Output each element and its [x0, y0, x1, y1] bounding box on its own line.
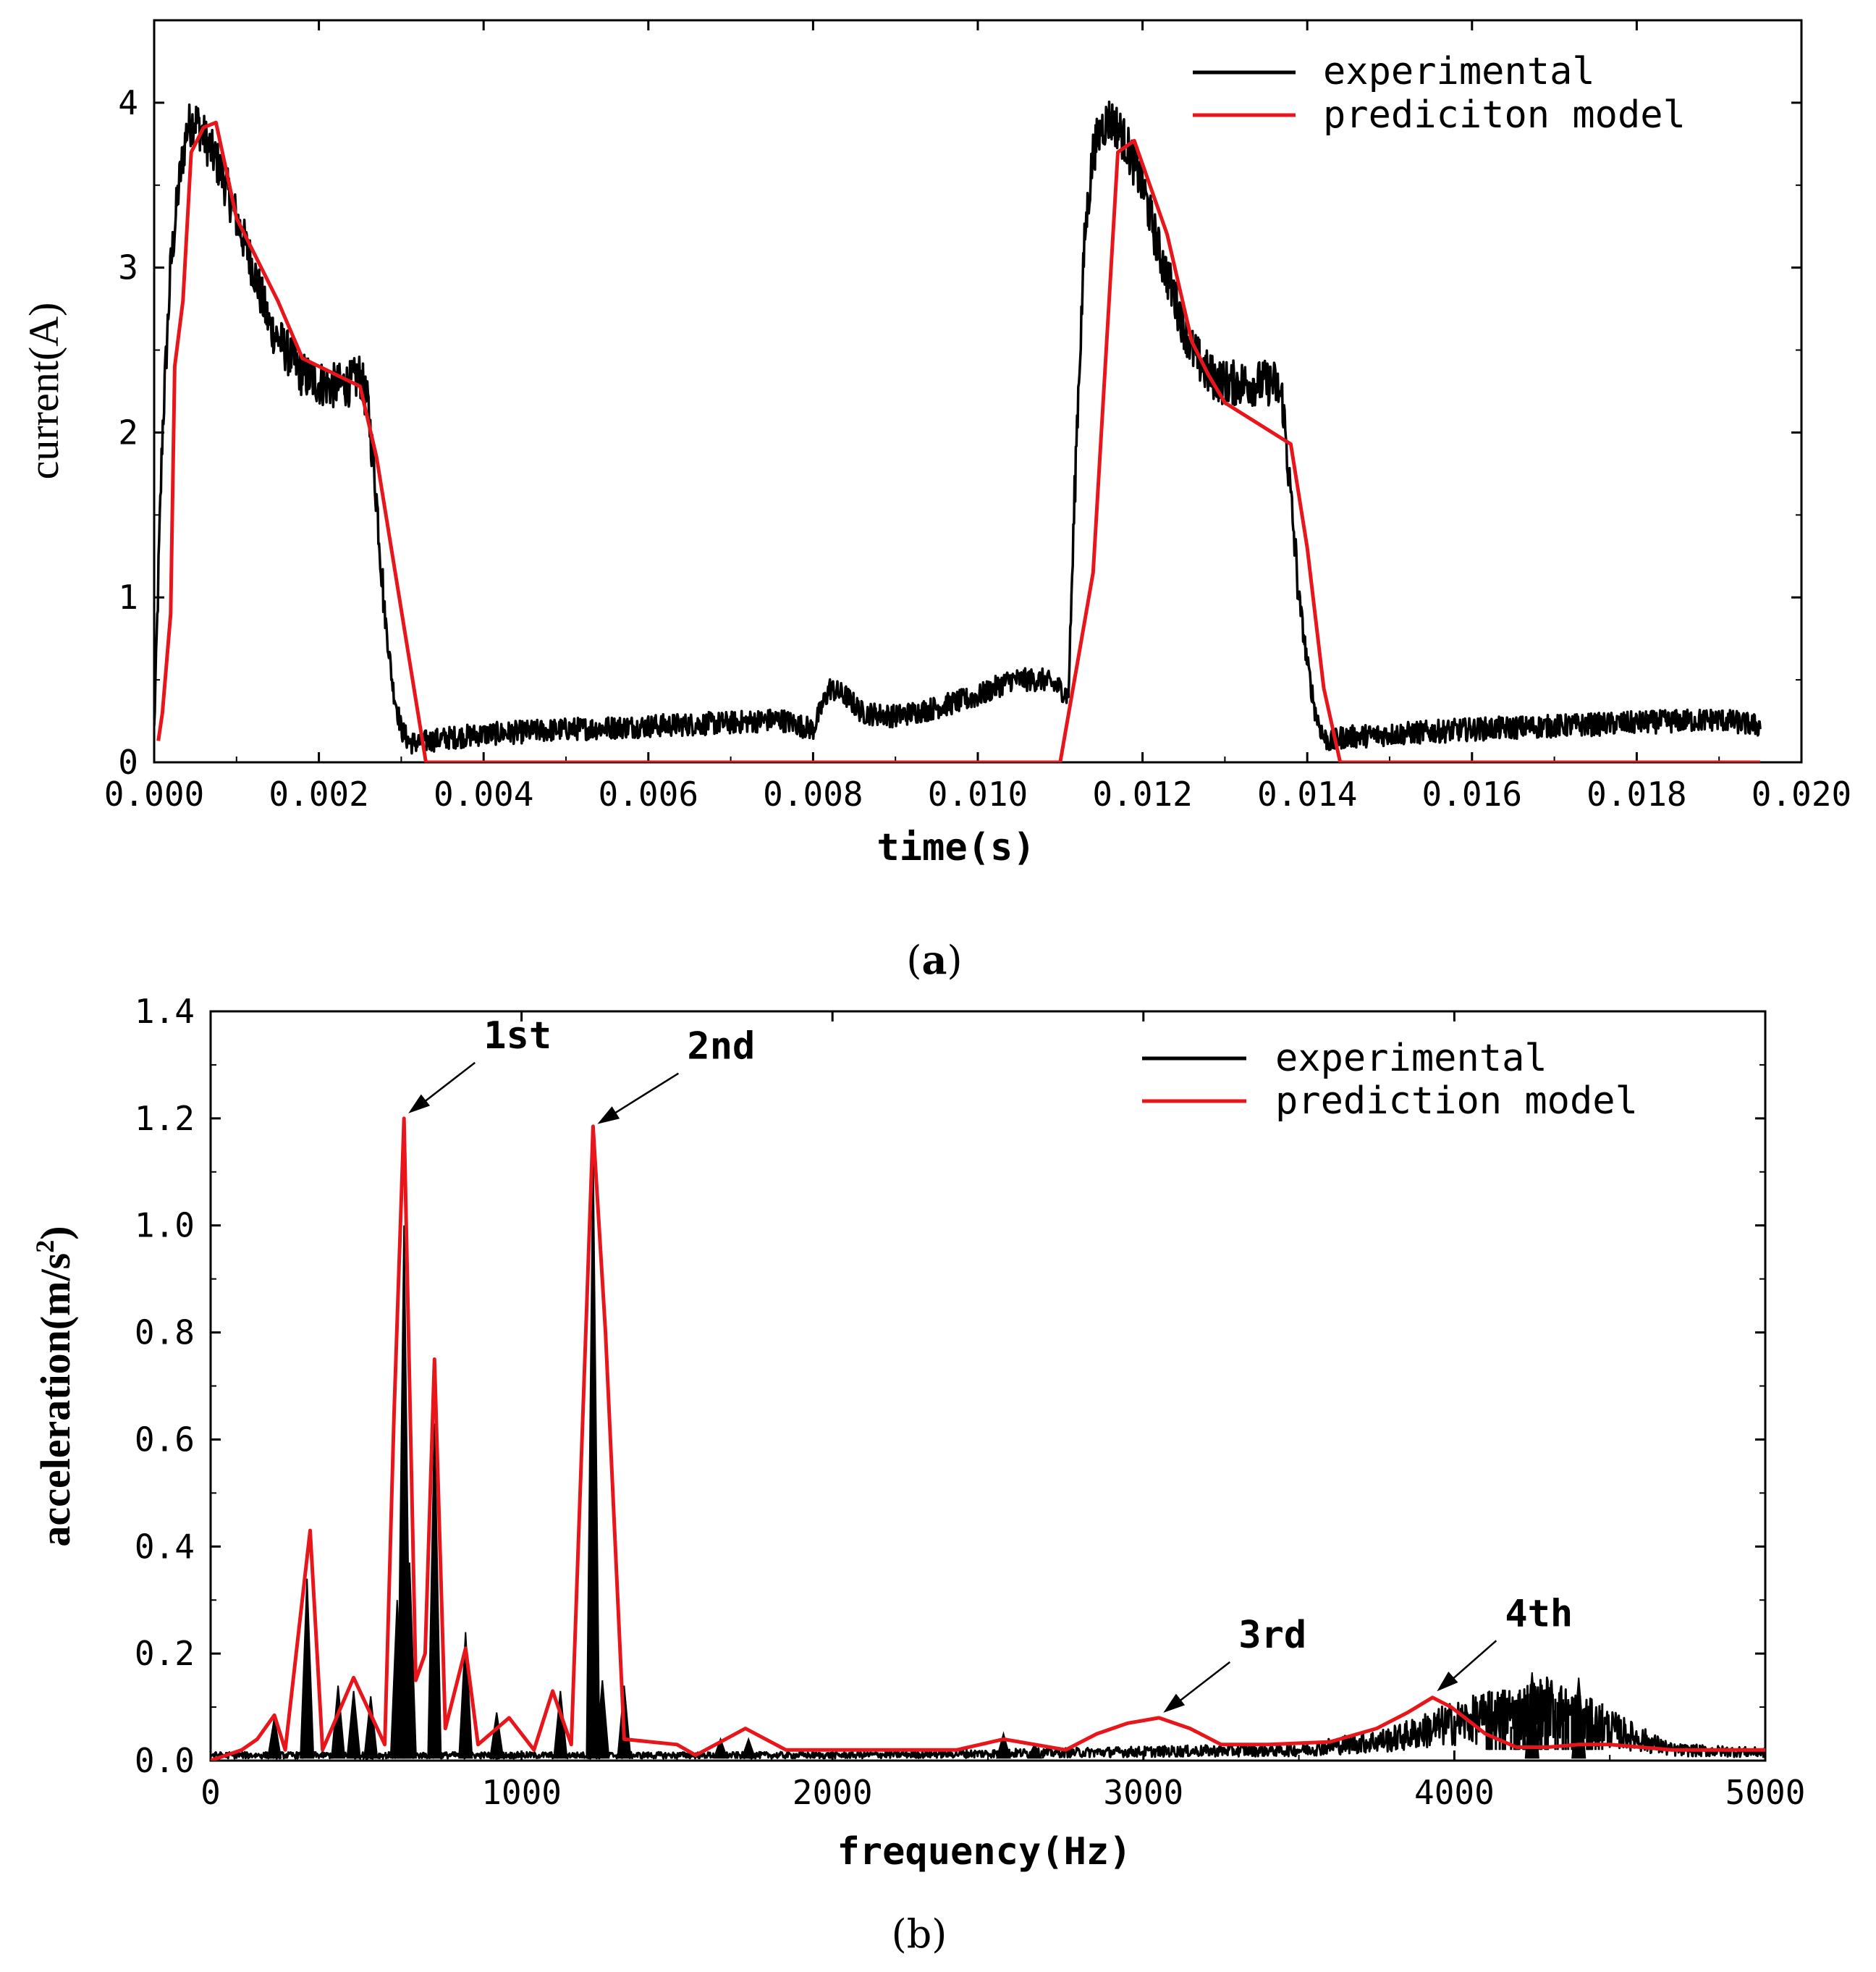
x-tick-label: 0.014 [1257, 775, 1357, 814]
panel-b-legend-label-model: prediction model [1275, 1079, 1638, 1123]
series-b-experimental-peak [458, 1632, 473, 1759]
series-b-experimental-peak [1524, 1672, 1539, 1759]
series-b-model-line [211, 1116, 1765, 1761]
x-tick-label: 0.006 [599, 775, 698, 814]
series-b-experimental-peak [1571, 1677, 1586, 1759]
x-tick-label: 2000 [793, 1773, 873, 1812]
series-b-experimental-peak [586, 1150, 601, 1759]
panel-b-legend: experimental prediction model [1142, 1037, 1638, 1123]
panel-a-y-axis-title: current(A) [20, 303, 67, 480]
series-b-experimental-peak [266, 1717, 282, 1759]
panel-b-caption-letter: b [907, 1911, 932, 1957]
x-tick-label: 0.010 [928, 775, 1028, 814]
annotation-arrow-head [408, 1094, 431, 1113]
y-tick-label: 0.6 [135, 1420, 195, 1459]
y-tick-label: 0.2 [135, 1634, 195, 1673]
panel-b-caption: (b) [892, 1911, 947, 1957]
x-tick-label: 0.020 [1752, 775, 1851, 814]
panel-a-series [154, 100, 1762, 762]
x-tick-label: 0 [200, 1773, 221, 1812]
panel-b-x-axis-title: frequency(Hz) [837, 1830, 1132, 1874]
x-tick-label: 0.012 [1092, 775, 1192, 814]
series-a-model-line [156, 120, 1761, 762]
x-tick-label: 0.002 [269, 775, 368, 814]
panel-a-current-chart: 0.000 0.002 0.004 0.006 0.008 0.010 0.012 0.014… [20, 19, 1851, 983]
x-tick-label: 0.018 [1586, 775, 1686, 814]
y-tick-label: 2 [118, 413, 138, 452]
y-tick-label: 4 [118, 83, 138, 122]
x-tick-label: 5000 [1725, 1773, 1806, 1812]
panel-b-caption-close: ) [931, 1911, 947, 1957]
x-tick-label: 1000 [481, 1773, 562, 1812]
x-tick-label: 0.008 [763, 775, 863, 814]
panel-a-legend: experimental prediciton model [1193, 50, 1686, 137]
x-tick-label: 4000 [1414, 1773, 1495, 1812]
series-a-experimental-line [154, 100, 1762, 755]
x-tick-label: 0.016 [1422, 775, 1522, 814]
series-b-experimental-peak [300, 1578, 315, 1759]
panel-b-tick-labels: 0 1000 2000 3000 4000 5000 0.0 0.2 0.4 0.6 0.8 1.0 1… [135, 992, 1805, 1812]
y-tick-label: 1 [118, 578, 138, 617]
panel-b-peak-annotations: 1st 2nd 3rd 4th [408, 1014, 1573, 1713]
x-tick-label: 0.000 [104, 775, 204, 814]
series-b-experimental-peak [363, 1696, 379, 1759]
annotation-arrow-head [1163, 1693, 1186, 1713]
y-tick-label: 0.8 [135, 1313, 195, 1352]
panel-b-acceleration-chart: 0 1000 2000 3000 4000 5000 0.0 0.2 0.4 0.6 0.8 1.0 1… [30, 992, 1805, 1957]
y-tick-label: 1.0 [135, 1206, 195, 1245]
series-b-experimental-peak [740, 1737, 756, 1759]
panel-a-legend-label-experimental: experimental [1323, 50, 1595, 93]
x-tick-label: 3000 [1103, 1773, 1183, 1812]
y-tick-label: 0.4 [135, 1527, 195, 1566]
y-tick-label: 0.0 [135, 1741, 195, 1780]
y-tick-label: 1.2 [135, 1099, 195, 1138]
series-b-experimental-peak [489, 1712, 504, 1759]
panel-b-y-axis-title-end: ) [32, 1226, 79, 1239]
panel-a-caption-letter: a [922, 937, 947, 983]
series-b-experimental-peak [595, 1680, 610, 1759]
series-b-experimental-peak [402, 1562, 417, 1759]
annotation-label: 2nd [687, 1025, 755, 1069]
series-b-experimental-peak [996, 1731, 1011, 1759]
panel-b-legend-label-experimental: experimental [1275, 1037, 1547, 1080]
panel-a-x-axis-title: time(s) [876, 826, 1035, 869]
annotation-label: 1st [483, 1014, 552, 1058]
panel-b-y-axis-title: acceleration(m/s2) [30, 1226, 79, 1546]
panel-a-caption-open: ( [906, 937, 921, 983]
annotation-label: 3rd [1238, 1614, 1306, 1657]
panel-a-legend-label-model: prediciton model [1323, 93, 1686, 137]
panel-b-y-axis-title-sup: 2 [30, 1240, 59, 1253]
panel-a-caption-close: ) [947, 937, 963, 983]
panel-b-series [211, 1116, 1765, 1761]
y-tick-label: 3 [118, 248, 138, 287]
y-tick-label: 1.4 [135, 992, 195, 1031]
panel-a-tick-labels: 0.000 0.002 0.004 0.006 0.008 0.010 0.012 0.014… [104, 83, 1851, 814]
x-tick-label: 0.004 [434, 775, 533, 814]
panel-b-caption-open: ( [892, 1911, 907, 1957]
panel-b-y-axis-title-main: acceleration(m/s [32, 1253, 79, 1547]
series-b-experimental-peak [713, 1737, 728, 1759]
panel-a-caption: (a) [906, 937, 962, 983]
y-tick-label: 0 [118, 743, 138, 782]
series-b-experimental-peak [427, 1423, 442, 1759]
series-b-experimental-peak [346, 1690, 361, 1759]
annotation-arrow-head [597, 1106, 620, 1124]
annotation-label: 4th [1505, 1592, 1573, 1635]
series-b-experimental-peak [1026, 1743, 1043, 1759]
annotation-arrow-head [1437, 1671, 1458, 1692]
